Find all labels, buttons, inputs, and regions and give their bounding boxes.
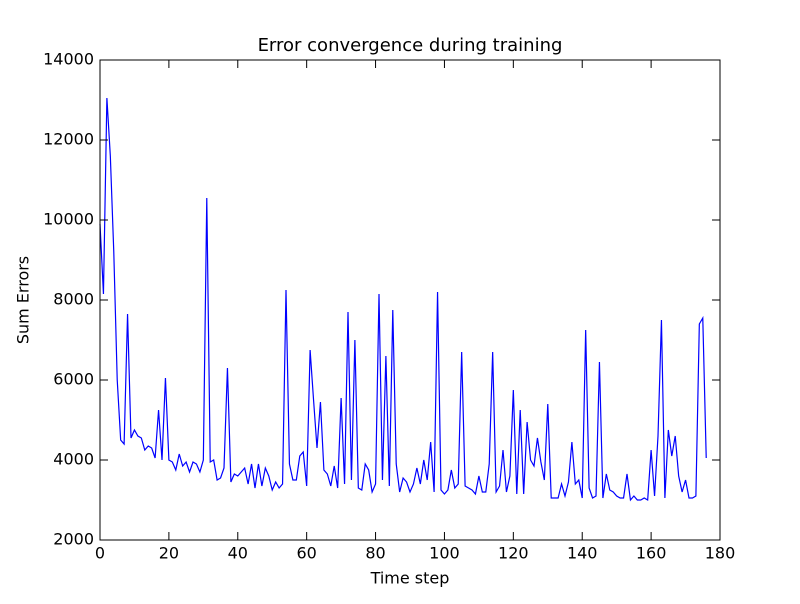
y-tick-label: 12000 [43, 130, 94, 149]
x-tick-label: 40 [228, 544, 248, 563]
x-tick-label: 20 [159, 544, 179, 563]
y-tick-label: 2000 [53, 530, 94, 549]
x-tick-label: 100 [429, 544, 460, 563]
x-tick-label: 160 [636, 544, 667, 563]
chart-title: Error convergence during training [258, 35, 563, 56]
x-tick-label: 80 [365, 544, 385, 563]
x-tick-label: 140 [567, 544, 598, 563]
x-tick-label: 60 [296, 544, 316, 563]
data-line [99, 97, 707, 502]
x-tick-label: 120 [498, 544, 529, 563]
y-tick-label: 6000 [53, 370, 94, 389]
y-axis-label: Sum Errors [14, 256, 33, 344]
y-tick-label: 8000 [53, 290, 94, 309]
x-axis-label: Time step [370, 569, 450, 588]
x-tick-label: 180 [705, 544, 736, 563]
y-tick-label: 4000 [53, 450, 94, 469]
y-tick-label: 10000 [43, 210, 94, 229]
y-tick-label: 14000 [43, 50, 94, 69]
x-tick-label: 0 [95, 544, 105, 563]
